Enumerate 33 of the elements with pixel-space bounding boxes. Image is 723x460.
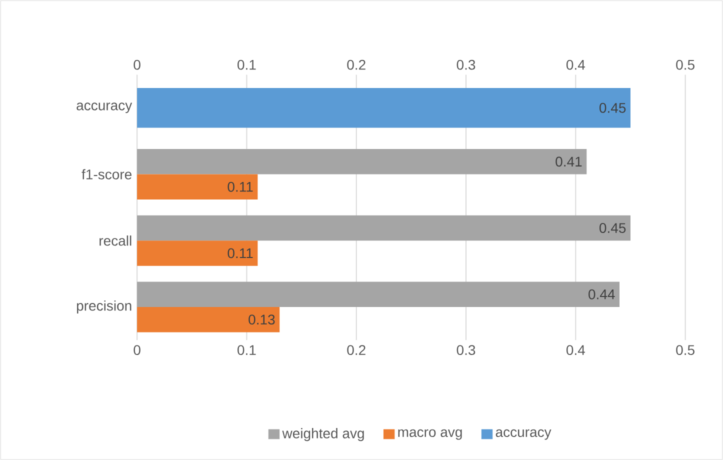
bar <box>137 240 258 266</box>
x2-tick-label: 0.1 <box>238 60 256 70</box>
x2-tick-label: 0.2 <box>347 60 366 70</box>
x-tick-label: 0 <box>134 345 140 355</box>
data-label: 0.41 <box>556 156 582 167</box>
x-tick-label: 0.5 <box>676 345 694 355</box>
y-tick-label: precision <box>76 300 132 314</box>
data-label: 0.45 <box>600 222 626 233</box>
data-label: 0.45 <box>600 102 626 113</box>
legend-label: accuracy <box>496 429 552 440</box>
y-tick-label: recall <box>100 235 132 246</box>
y-tick-label: f1-score <box>82 169 132 180</box>
bar <box>137 282 620 307</box>
legend-label: weighted avg <box>282 428 364 442</box>
x2-tick-label: 0.3 <box>456 60 476 70</box>
x2-tick-label: 0.4 <box>566 60 585 70</box>
bar <box>137 148 587 174</box>
bar <box>137 306 280 332</box>
data-label: 0.13 <box>248 314 275 324</box>
y-tick-label: accuracy <box>76 102 132 114</box>
x-tick-label: 0.4 <box>566 345 585 355</box>
x-tick-label: 0.2 <box>347 345 366 355</box>
x2-tick-label: 0.5 <box>676 60 694 70</box>
x2-tick-label: 0 <box>134 60 140 70</box>
x-tick-label: 0.3 <box>456 345 476 355</box>
bar <box>137 88 630 128</box>
data-label: 0.44 <box>588 289 615 300</box>
legend-label: macro avg <box>398 429 462 440</box>
bar <box>137 215 630 241</box>
x-tick-label: 0.1 <box>238 345 256 355</box>
data-label: 0.11 <box>228 182 253 192</box>
bar <box>137 174 258 200</box>
data-label: 0.11 <box>228 248 253 258</box>
